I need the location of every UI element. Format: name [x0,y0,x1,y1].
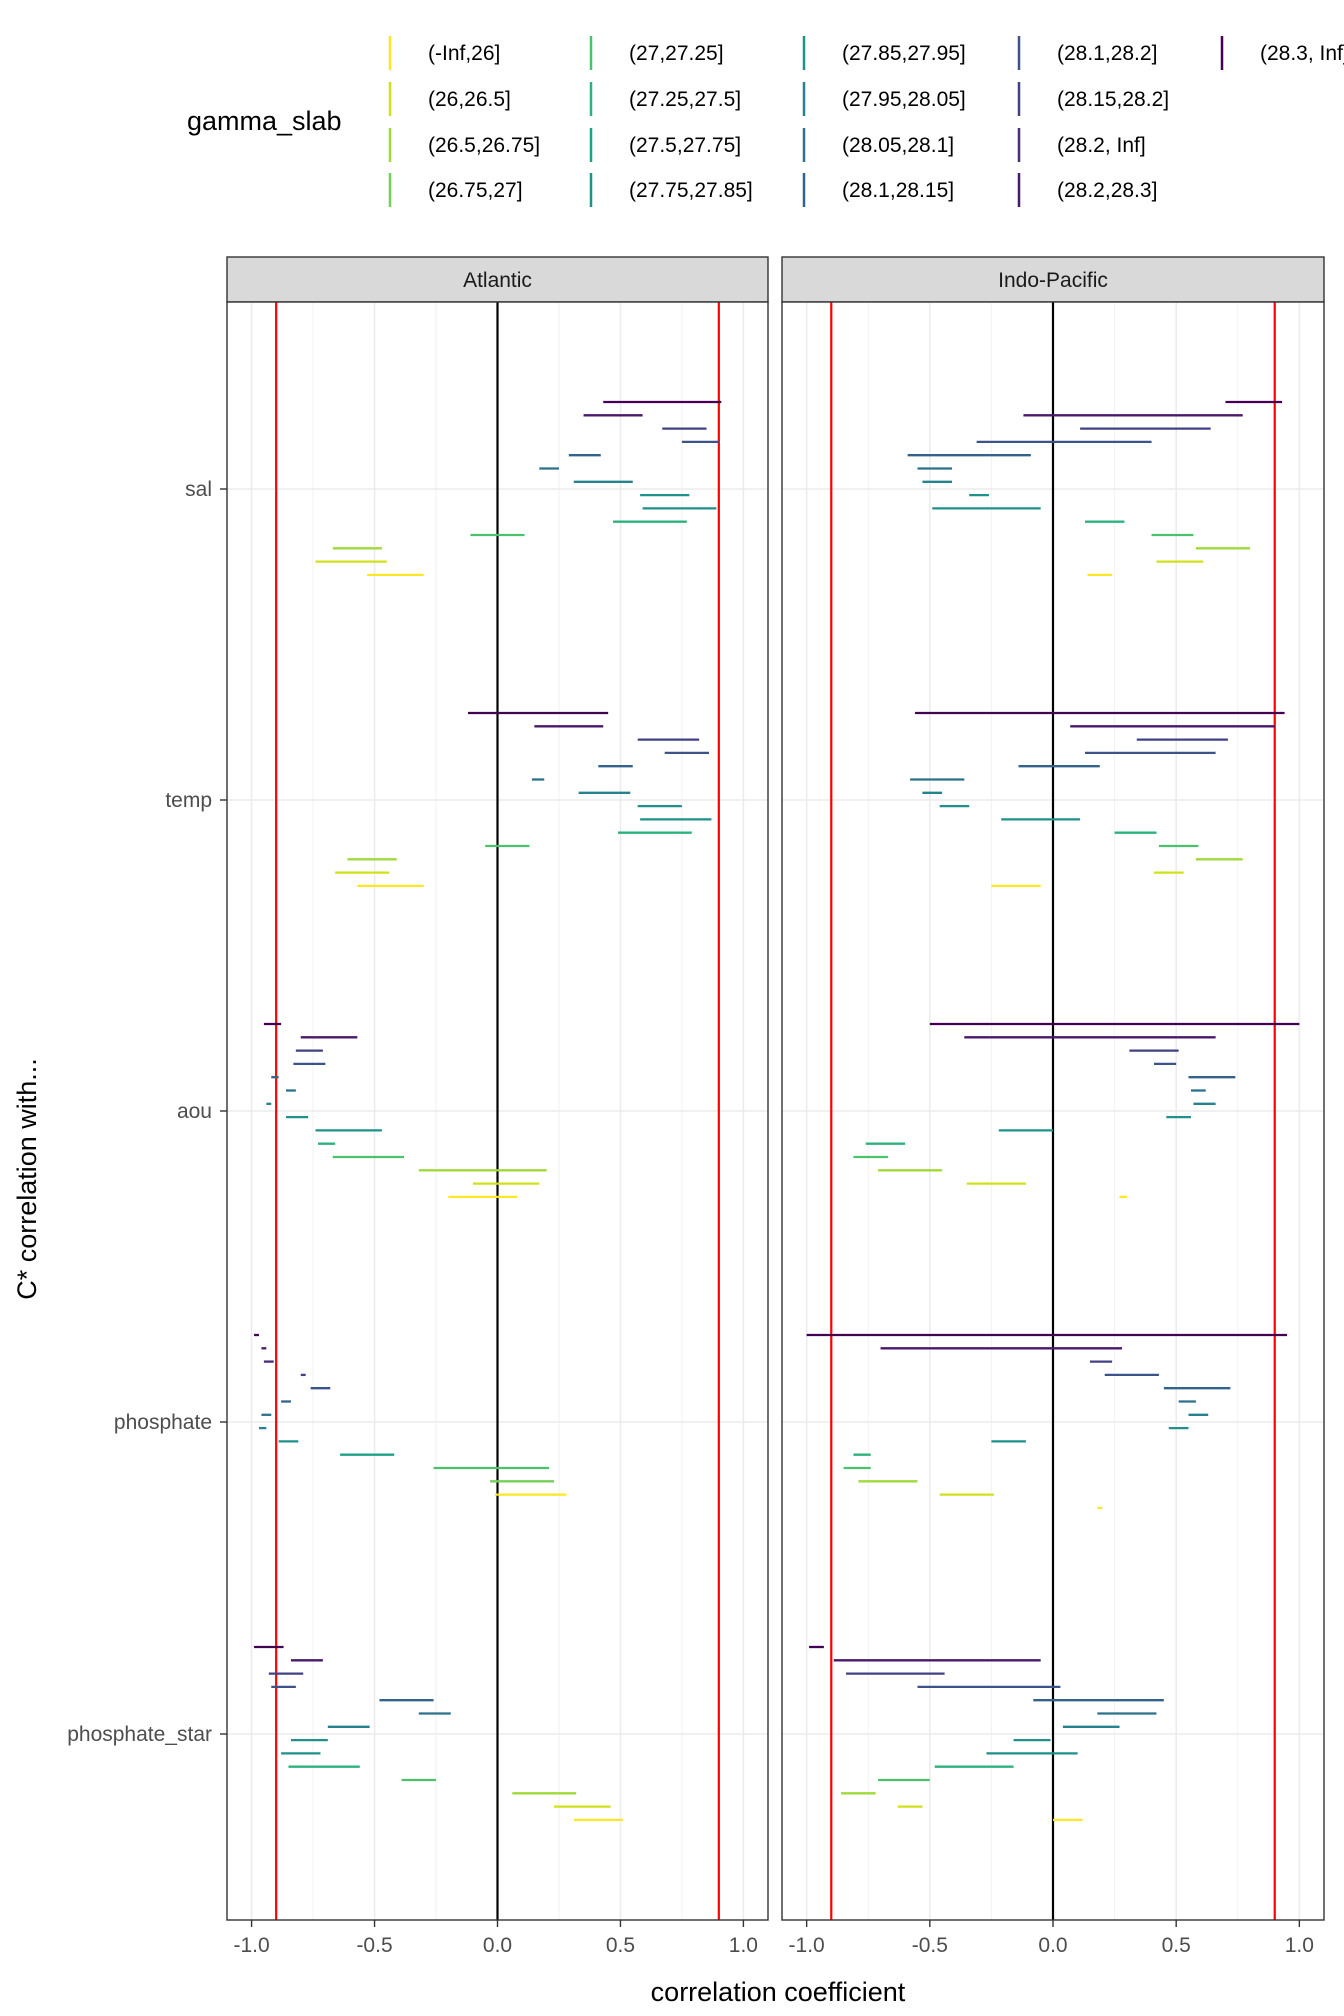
legend-item: (28.1,28.15] [802,173,954,207]
legend-item: (26.75,27] [388,173,523,207]
y-axis: sal temp aou phosphate phosphate_star [67,478,227,1746]
panel-indo-pacific: Indo-Pacific [781,256,1325,1921]
legend-label: (-Inf,26] [428,42,500,65]
y-tick-label: sal [185,478,212,501]
y-tick-label: phosphate_star [67,1723,212,1746]
facet-panels: Atlantic Indo-Pacific [226,256,1325,1921]
x-tick-label: 0.5 [1162,1934,1191,1957]
legend-label: (27,27.25] [629,42,724,65]
legend-label: (28.2, Inf] [1057,134,1146,157]
facet-strip [226,256,769,303]
legend-label: (28.1,28.15] [842,179,954,202]
legend-item: (-Inf,26] [388,36,500,70]
y-tick-label: phosphate [114,1411,212,1434]
legend-label: (27.25,27.5] [629,88,741,111]
legend-label: (28.3, Inf] [1260,42,1344,65]
legend-label: (27.5,27.75] [629,134,741,157]
x-axis-atlantic: -1.0 -0.5 0.0 0.5 1.0 [233,1920,758,1957]
x-axes: -1.0 -0.5 0.0 0.5 1.0 -1.0 -0.5 0.0 0.5 1.0 [233,1920,1314,1957]
x-tick-label: 0.0 [1038,1934,1067,1957]
facet-strip [781,256,1325,303]
y-axis-title: C* correlation with... [12,1058,42,1300]
legend-entries: (-Inf,26] (26,26.5] (26.5,26.75] (26.75,27]… [388,36,1344,207]
x-axis-title: correlation coefficient [651,1977,906,2007]
legend-label: (28.15,28.2] [1057,88,1169,111]
x-tick-label: -0.5 [912,1934,948,1957]
legend-label: (27.75,27.85] [629,179,753,202]
x-tick-label: -0.5 [356,1934,392,1957]
legend-label: (26.5,26.75] [428,134,540,157]
legend-item: (28.1,28.2] [1017,36,1157,70]
legend: gamma_slab (-Inf,26] (26,26.5] (26.5,26.75… [187,36,1344,207]
facet-strip-label: Indo-Pacific [998,269,1108,292]
panel-atlantic: Atlantic [226,256,769,1921]
legend-title: gamma_slab [187,106,342,136]
x-tick-label: -1.0 [233,1934,269,1957]
x-tick-label: 0.0 [483,1934,512,1957]
legend-label: (27.95,28.05] [842,88,966,111]
x-tick-label: 0.5 [606,1934,635,1957]
legend-item: (28.05,28.1] [802,128,954,162]
x-tick-label: 1.0 [1285,1934,1314,1957]
legend-item: (27.25,27.5] [589,82,741,116]
legend-item: (27.75,27.85] [589,173,753,207]
facet-strip-label: Atlantic [463,269,532,292]
legend-label: (28.05,28.1] [842,134,954,157]
legend-label: (26.75,27] [428,179,523,202]
legend-label: (28.2,28.3] [1057,179,1157,202]
legend-item: (26.5,26.75] [388,128,540,162]
legend-item: (26,26.5] [388,82,511,116]
legend-item: (27.95,28.05] [802,82,966,116]
x-tick-label: -1.0 [789,1934,825,1957]
legend-item: (28.15,28.2] [1017,82,1169,116]
legend-item: (27,27.25] [589,36,724,70]
x-axis-indo-pacific: -1.0 -0.5 0.0 0.5 1.0 [789,1920,1314,1957]
legend-item: (28.2,28.3] [1017,173,1157,207]
legend-item: (28.2, Inf] [1017,128,1146,162]
legend-item: (27.85,27.95] [802,36,966,70]
legend-label: (26,26.5] [428,88,511,111]
y-tick-label: aou [177,1100,212,1123]
y-tick-label: temp [165,789,212,812]
x-tick-label: 1.0 [729,1934,758,1957]
legend-item: (27.5,27.75] [589,128,741,162]
legend-label: (28.1,28.2] [1057,42,1157,65]
legend-label: (27.85,27.95] [842,42,966,65]
legend-item: (28.3, Inf] [1220,36,1344,70]
